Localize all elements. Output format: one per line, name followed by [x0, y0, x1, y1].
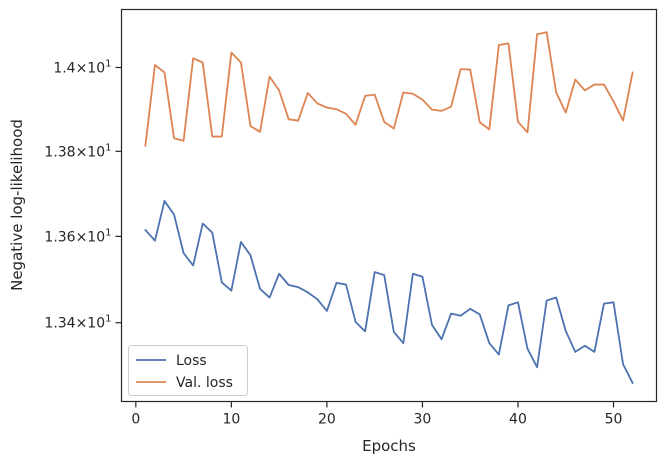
series-layer: [144, 31, 634, 384]
y-tick-label: 1.36×101: [44, 227, 111, 245]
x-tick-label: 0: [131, 412, 140, 428]
x-axis: 0 10 20 30 40 50: [131, 401, 623, 428]
x-tick-label: 20: [318, 412, 336, 428]
y-tick-label: 1.34×101: [44, 314, 111, 332]
legend-box: [128, 345, 248, 396]
legend-label-val-loss: Val. loss: [176, 375, 233, 391]
x-axis-title: Epochs: [362, 437, 416, 455]
plot-area: [120, 8, 658, 403]
x-tick-label: 30: [414, 412, 432, 428]
x-tick-label: 50: [605, 412, 623, 428]
y-axis: 1.34×101 1.36×101 1.38×101 1.4×101: [44, 58, 122, 332]
legend: Loss Val. loss: [128, 345, 248, 396]
series-line-loss: [144, 200, 634, 384]
y-axis-title: Negative log-likelihood: [8, 119, 26, 291]
y-tick-label: 1.38×101: [44, 142, 111, 160]
legend-label-loss: Loss: [176, 353, 207, 369]
y-tick-label: 1.4×101: [53, 58, 111, 76]
x-tick-label: 40: [509, 412, 527, 428]
series-line-val-loss: [144, 31, 634, 147]
x-tick-label: 10: [222, 412, 240, 428]
